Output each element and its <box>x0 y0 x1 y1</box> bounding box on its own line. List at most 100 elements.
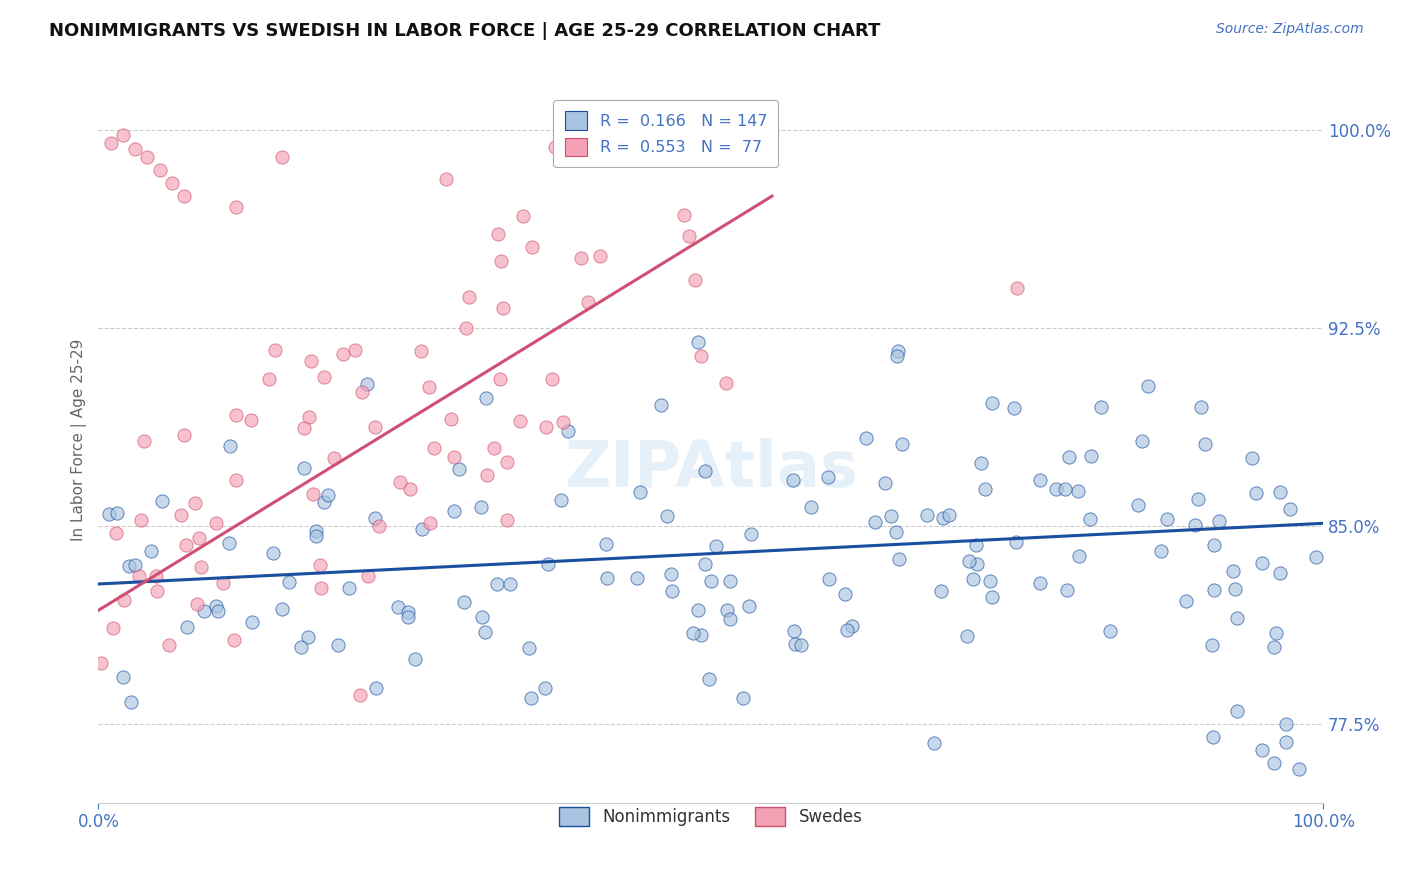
Point <box>690 349 713 363</box>
Point <box>176 620 198 634</box>
Point <box>302 487 325 501</box>
Point <box>718 612 741 626</box>
Point <box>225 408 247 422</box>
Point <box>1204 582 1226 597</box>
Point <box>396 606 419 620</box>
Point <box>884 524 907 539</box>
Point <box>596 571 619 585</box>
Point <box>863 516 886 530</box>
Point <box>595 537 617 551</box>
Point <box>471 610 494 624</box>
Legend: Nonimmigrants, Swedes: Nonimmigrants, Swedes <box>551 798 870 835</box>
Point <box>520 240 543 254</box>
Point <box>1029 473 1052 487</box>
Point <box>105 506 128 520</box>
Point <box>344 343 367 357</box>
Point <box>290 640 312 654</box>
Point <box>1275 716 1298 731</box>
Point <box>938 508 960 522</box>
Point <box>970 456 993 470</box>
Point <box>887 552 910 566</box>
Point <box>1202 539 1225 553</box>
Point <box>1005 281 1028 295</box>
Point <box>299 353 322 368</box>
Point <box>470 500 492 514</box>
Point <box>263 343 285 358</box>
Point <box>488 372 510 386</box>
Point <box>512 209 534 223</box>
Point <box>1067 484 1090 499</box>
Point <box>520 690 543 705</box>
Point <box>224 633 246 648</box>
Point <box>1268 566 1291 580</box>
Point <box>966 557 988 571</box>
Point <box>453 594 475 608</box>
Point <box>128 568 150 582</box>
Point <box>309 581 332 595</box>
Point <box>367 519 389 533</box>
Point <box>328 638 350 652</box>
Point <box>173 427 195 442</box>
Point <box>1194 437 1216 451</box>
Point <box>411 522 433 536</box>
Point <box>186 597 208 611</box>
Point <box>1288 762 1310 776</box>
Point <box>1184 517 1206 532</box>
Point <box>149 162 172 177</box>
Text: ZIPAtlas: ZIPAtlas <box>564 438 858 500</box>
Point <box>218 535 240 549</box>
Point <box>97 508 120 522</box>
Point <box>533 681 555 696</box>
Point <box>187 531 209 545</box>
Point <box>638 140 661 154</box>
Point <box>173 189 195 203</box>
Point <box>1099 624 1122 639</box>
Point <box>683 273 706 287</box>
Point <box>131 513 153 527</box>
Point <box>886 349 908 363</box>
Point <box>308 558 330 573</box>
Point <box>1029 576 1052 591</box>
Point <box>1250 556 1272 570</box>
Point <box>783 624 806 638</box>
Point <box>145 568 167 582</box>
Point <box>661 584 683 599</box>
Point <box>242 615 264 629</box>
Point <box>740 527 762 541</box>
Point <box>1263 756 1285 771</box>
Point <box>1223 582 1246 596</box>
Point <box>917 508 939 522</box>
Point <box>517 641 540 656</box>
Point <box>139 544 162 558</box>
Point <box>544 140 567 154</box>
Point <box>491 253 513 268</box>
Point <box>1244 486 1267 500</box>
Point <box>1268 485 1291 500</box>
Point <box>404 652 426 666</box>
Point <box>607 110 630 124</box>
Point <box>1305 550 1327 565</box>
Point <box>207 604 229 618</box>
Point <box>1222 564 1244 578</box>
Point <box>880 508 903 523</box>
Point <box>104 525 127 540</box>
Point <box>318 488 340 502</box>
Point <box>929 584 952 599</box>
Point <box>111 128 134 143</box>
Point <box>962 572 984 586</box>
Point <box>312 370 335 384</box>
Point <box>931 511 953 525</box>
Point <box>965 539 987 553</box>
Point <box>132 434 155 448</box>
Point <box>443 450 465 465</box>
Point <box>782 474 804 488</box>
Point <box>499 577 522 591</box>
Point <box>204 516 226 530</box>
Point <box>695 465 717 479</box>
Point <box>1264 626 1286 640</box>
Point <box>103 621 125 635</box>
Point <box>855 431 877 445</box>
Point <box>278 574 301 589</box>
Point <box>492 301 515 315</box>
Point <box>419 516 441 530</box>
